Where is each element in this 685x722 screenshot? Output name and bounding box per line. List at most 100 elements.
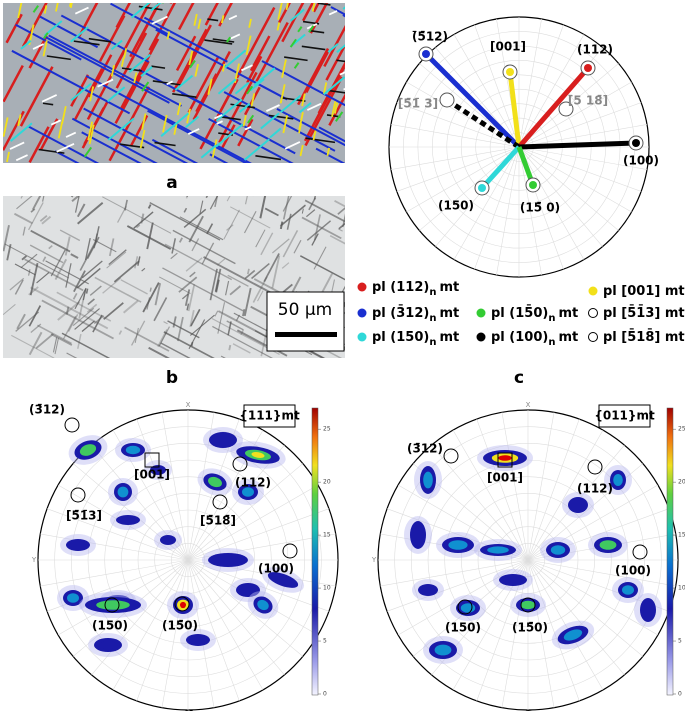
- colorbar-label: 20: [678, 479, 685, 486]
- trace: [305, 49, 330, 93]
- legend-label: pl [5̄18̄] mt: [603, 328, 685, 344]
- density-peak: [125, 445, 141, 455]
- title: {011}mt: [594, 409, 655, 423]
- plate: [24, 258, 84, 292]
- plate: [42, 196, 45, 202]
- plate: [240, 329, 245, 336]
- trace: [280, 96, 306, 102]
- trace: [151, 65, 166, 69]
- trace: [55, 3, 59, 12]
- plate: [291, 276, 302, 293]
- trace: [193, 13, 198, 26]
- trace: [207, 18, 219, 22]
- net-spoke: [527, 559, 644, 657]
- density-peak: [273, 575, 293, 585]
- pole-figure-d: X Y (3̄12) [001] (112) [5̄1̄3] [5̄18̄] (100) (15…: [29, 401, 339, 711]
- trace: [194, 63, 199, 77]
- plate: [271, 238, 290, 254]
- trace: [139, 129, 146, 149]
- density-peak: [67, 593, 79, 603]
- trace: [218, 71, 258, 144]
- plate: [154, 282, 162, 306]
- plate: [244, 196, 248, 205]
- net-spoke: [396, 102, 520, 148]
- plate: [89, 285, 102, 296]
- legend-text: pl (112)n mt: [372, 280, 459, 299]
- plate: [74, 196, 80, 213]
- plate: [163, 331, 215, 358]
- plate: [59, 229, 81, 242]
- trace: [85, 75, 252, 163]
- plate: [304, 199, 345, 223]
- net-spoke: [527, 559, 580, 702]
- plate: [14, 263, 36, 276]
- pole-label: (15̄ 0): [520, 201, 560, 215]
- trace: [178, 24, 212, 85]
- trace: [343, 87, 345, 91]
- plate: [226, 196, 231, 202]
- pole-line: [518, 140, 637, 150]
- trace: [3, 64, 24, 103]
- trace: [306, 102, 322, 111]
- pole-label: (100): [623, 154, 659, 168]
- trace: [185, 115, 200, 129]
- plate: [235, 314, 241, 321]
- trace: [312, 130, 317, 141]
- legend-suffix: mt: [439, 330, 459, 345]
- legend-suffix: mt: [439, 280, 459, 295]
- density-peak: [117, 486, 129, 498]
- plate: [16, 313, 26, 330]
- pole-dot: [422, 50, 430, 58]
- trace: [281, 59, 287, 78]
- plate: [223, 209, 240, 240]
- pole-label: (3̄12): [407, 442, 443, 456]
- plate: [282, 196, 293, 212]
- trace: [298, 102, 312, 114]
- legend-text: pl (15̄0)n mt: [491, 304, 578, 324]
- plate: [85, 288, 89, 294]
- net-spoke: [161, 412, 189, 561]
- plate: [340, 285, 345, 295]
- net-spoke: [518, 146, 585, 260]
- pole-label: (150): [438, 199, 474, 213]
- plate: [179, 216, 224, 241]
- trace: [215, 123, 244, 148]
- trace: [226, 36, 232, 43]
- trace: [323, 76, 345, 96]
- density-peak: [603, 542, 613, 548]
- plate: [11, 334, 55, 358]
- plate: [124, 326, 170, 352]
- plate: [189, 314, 215, 336]
- trace: [151, 15, 168, 25]
- plate: [263, 253, 280, 282]
- trace: [97, 78, 114, 88]
- plate: [243, 210, 257, 234]
- net-spoke: [527, 559, 555, 708]
- legend-marker: [588, 332, 598, 342]
- trace: [6, 151, 10, 163]
- plate: [126, 225, 172, 250]
- plate: [28, 305, 42, 327]
- trace: [107, 117, 135, 141]
- density-peak: [242, 487, 254, 497]
- legend-sub: n: [429, 313, 436, 324]
- trace: [17, 114, 22, 127]
- pole-label: (112): [235, 476, 271, 490]
- plate: [236, 329, 267, 347]
- trace: [123, 48, 128, 59]
- trace: [326, 147, 330, 156]
- plate: [329, 234, 345, 245]
- density-peak: [572, 500, 584, 510]
- density-peak: [434, 644, 452, 656]
- plate: [21, 255, 28, 261]
- plate: [14, 279, 24, 295]
- trace: [328, 10, 338, 16]
- trace: [234, 81, 250, 95]
- trace: [141, 81, 150, 92]
- legend-sub: n: [548, 337, 555, 348]
- trace: [154, 141, 176, 147]
- plate: [31, 196, 42, 211]
- plate: [229, 285, 242, 296]
- pole-marker: [497, 452, 513, 468]
